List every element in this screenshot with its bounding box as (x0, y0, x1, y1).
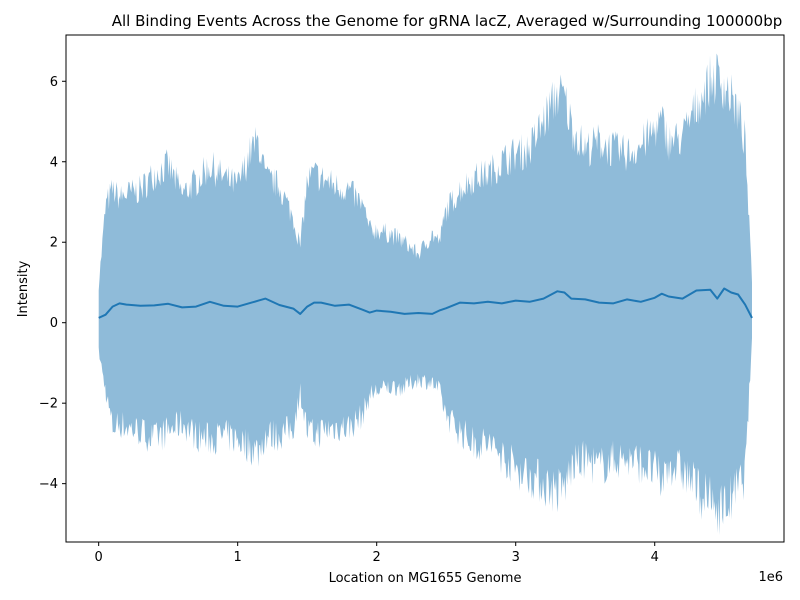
x-tick-label: 3 (512, 550, 520, 565)
y-axis-label: Intensity (16, 260, 31, 317)
axes-frame (65, 34, 785, 543)
y-tick-label: 4 (50, 155, 58, 170)
confidence-band (98, 53, 752, 535)
y-tick-label: −2 (39, 397, 58, 412)
plot-area (98, 53, 753, 535)
y-tick-label: 6 (50, 75, 58, 90)
x-axis-offset-label: 1e6 (758, 570, 783, 585)
y-tick-label: −4 (39, 477, 58, 492)
y-tick-label: 0 (50, 316, 58, 331)
x-axis-label: Location on MG1655 Genome (329, 571, 522, 586)
x-tick-label: 4 (651, 550, 659, 565)
axes: 0 1 2 3 4 −4 −2 0 2 4 6 (39, 34, 785, 565)
x-tick-label: 2 (373, 550, 381, 565)
chart-title: All Binding Events Across the Genome for… (112, 12, 783, 30)
mean-line (98, 287, 753, 319)
x-tick-label: 1 (234, 550, 242, 565)
x-tick-label: 0 (95, 550, 103, 565)
y-tick-label: 2 (50, 236, 58, 251)
